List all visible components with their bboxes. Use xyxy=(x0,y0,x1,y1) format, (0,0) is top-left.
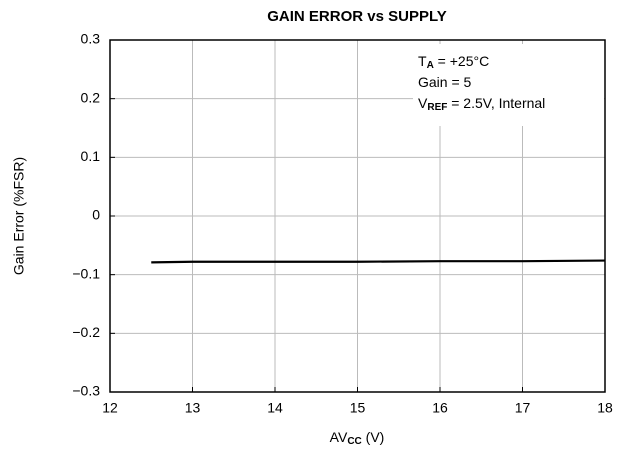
y-tick-label: −0.2 xyxy=(72,324,100,340)
annotation-background xyxy=(413,44,604,126)
annotation-main: V xyxy=(418,95,428,111)
x-tick-label: 16 xyxy=(432,400,448,416)
x-label-unit: (V) xyxy=(362,429,385,445)
annotation-rest: = 2.5V, Internal xyxy=(447,95,545,111)
annotation-sub: A xyxy=(427,60,434,71)
data-line xyxy=(151,259,606,264)
x-axis-label: AVCC (V) xyxy=(330,429,385,447)
annotation: Gain = 5 xyxy=(418,74,472,90)
y-tick-label: 0 xyxy=(92,207,100,223)
x-label-sub: CC xyxy=(347,436,361,447)
y-tick-label: 0.3 xyxy=(81,31,101,47)
x-label-main: AV xyxy=(330,429,348,445)
x-tick-label: 12 xyxy=(102,400,118,416)
annotation-main: T xyxy=(418,53,427,69)
y-tick-label: 0.2 xyxy=(81,89,101,105)
y-axis-label: Gain Error (%FSR) xyxy=(11,157,27,275)
x-tick-label: 17 xyxy=(515,400,531,416)
x-tick-label: 14 xyxy=(267,400,283,416)
x-tick-label: 13 xyxy=(185,400,201,416)
annotation-main: Gain = 5 xyxy=(418,74,472,90)
y-tick-label: −0.3 xyxy=(72,383,100,399)
chart-title: GAIN ERROR vs SUPPLY xyxy=(267,8,447,25)
annotation: VREF = 2.5V, Internal xyxy=(418,95,545,113)
annotation-rest: = +25°C xyxy=(434,53,489,69)
plot-frame xyxy=(109,39,606,393)
y-tick-label: 0.1 xyxy=(81,148,101,164)
y-tick-label: −0.1 xyxy=(72,265,100,281)
annotation-sub: REF xyxy=(427,102,447,113)
annotation: TA = +25°C xyxy=(418,53,489,71)
x-tick-label: 15 xyxy=(350,400,366,416)
x-tick-label: 18 xyxy=(597,400,613,416)
